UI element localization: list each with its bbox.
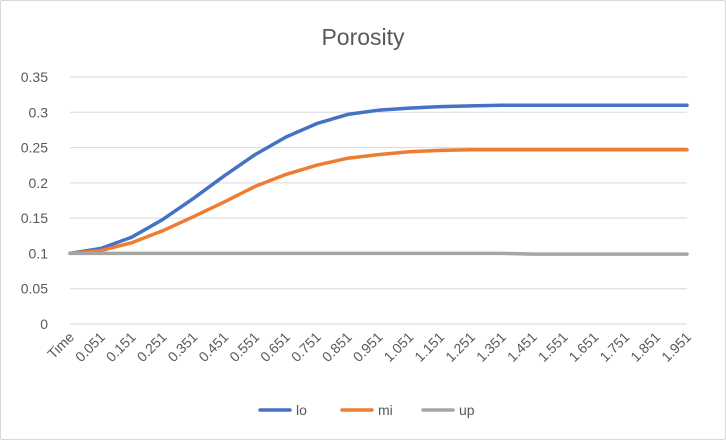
legend-label-mi: mi: [378, 402, 393, 418]
x-tick-label: 1.951: [658, 329, 694, 365]
x-tick-label: 0.651: [257, 329, 293, 365]
y-tick-label: 0.25: [21, 140, 48, 156]
y-axis-ticks: 0 0.05 0.1 0.15 0.2 0.25 0.3 0.35: [21, 69, 48, 332]
series-line-up: [68, 251, 689, 256]
x-tick-label: 1.751: [596, 329, 632, 365]
y-tick-label: 0: [40, 316, 48, 332]
x-tick-label: 0.751: [288, 329, 324, 365]
x-tick-label: 1.051: [380, 329, 416, 365]
x-axis-ticks: Time0.0510.1510.2510.3510.4510.5510.6510…: [44, 329, 694, 365]
x-tick-label: 1.251: [442, 329, 478, 365]
x-tick-label: 0.351: [164, 329, 200, 365]
x-tick-label: 0.151: [103, 329, 139, 365]
x-tick-label: 0.451: [195, 329, 231, 365]
legend: lo mi up: [258, 402, 475, 418]
series-lines: [68, 103, 689, 256]
y-tick-label: 0.05: [21, 281, 48, 297]
x-tick-label: 1.851: [627, 329, 663, 365]
x-tick-label: 0.051: [72, 329, 108, 365]
chart-title: Porosity: [321, 24, 405, 50]
y-tick-label: 0.2: [29, 175, 49, 191]
x-tick-label: 1.651: [565, 329, 601, 365]
x-tick-label: 1.351: [473, 329, 509, 365]
x-tick-label: 0.551: [226, 329, 262, 365]
gridlines: [70, 76, 687, 325]
legend-label-up: up: [459, 402, 475, 418]
x-tick-label: 0.951: [350, 329, 386, 365]
series-line-mi: [68, 147, 689, 256]
x-tick-label: 1.451: [504, 329, 540, 365]
series-line-lo: [68, 103, 689, 256]
x-tick-label: 1.551: [535, 329, 571, 365]
legend-label-lo: lo: [296, 402, 307, 418]
x-tick-label: 0.851: [319, 329, 355, 365]
y-tick-label: 0.1: [29, 245, 49, 261]
x-tick-label: Time: [44, 329, 77, 362]
x-tick-label: 1.151: [411, 329, 447, 365]
y-tick-label: 0.3: [29, 104, 49, 120]
x-tick-label: 0.251: [134, 329, 170, 365]
y-tick-label: 0.35: [21, 69, 48, 85]
y-tick-label: 0.15: [21, 210, 48, 226]
